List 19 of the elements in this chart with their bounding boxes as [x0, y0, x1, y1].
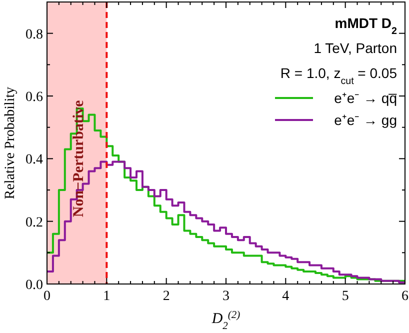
y-tick-label: 0.4 [26, 152, 43, 168]
annotation: 1 TeV, Parton [314, 40, 397, 56]
y-axis-title: Relative Probability [3, 86, 18, 200]
legend-label: e⁺e⁻ → qq̅ [334, 90, 398, 106]
y-tick-label: 0.0 [26, 278, 43, 293]
x-tick-label: 3 [222, 289, 230, 304]
x-tick-label: 5 [342, 289, 349, 304]
text: mMDT D$_{2}$ [334, 15, 398, 36]
annotation: R = 1.0, z$_{cut}$ = 0.05 [280, 65, 398, 86]
x-tick-label: 6 [402, 289, 408, 304]
x-tick-label: 1 [103, 289, 110, 304]
y-tick-label: 0.2 [26, 215, 43, 230]
x-tick-label: 0 [44, 289, 50, 304]
y-tick-label: 0.6 [26, 90, 43, 105]
x-tick-label: 2 [162, 289, 170, 304]
y-tick-label: 0.8 [26, 27, 43, 42]
x-tick-label: 4 [282, 289, 290, 304]
band-label: Non−Perturbative [70, 100, 87, 218]
legend-label: e⁺e⁻ → gg [334, 112, 397, 128]
